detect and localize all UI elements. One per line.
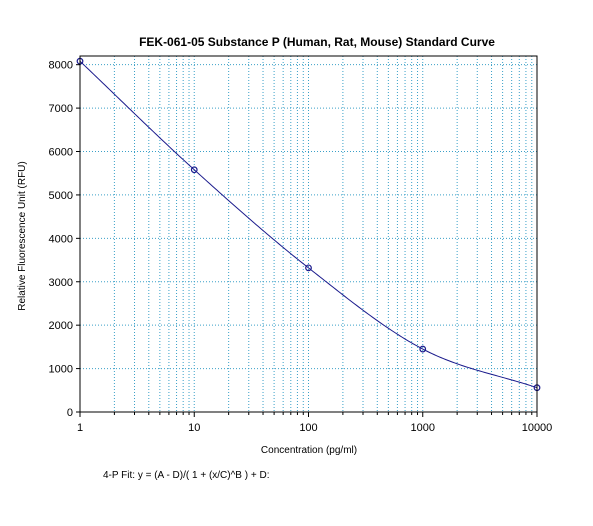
data-point bbox=[190, 166, 198, 174]
x-tick-label: 1000 bbox=[411, 422, 435, 434]
x-tick-label: 100 bbox=[299, 422, 317, 434]
y-tick-label: 3000 bbox=[49, 277, 73, 289]
x-tick-label: 1 bbox=[77, 422, 83, 434]
ticks: 1 10 100 1000 10000 0 1000 2000 3000 4000 5000 6000… bbox=[49, 60, 553, 434]
data-point bbox=[305, 264, 312, 272]
y-tick-label: 2000 bbox=[49, 320, 73, 332]
fit-equation: 4-P Fit: y = (A - D)/( 1 + (x/C)^B ) + D… bbox=[103, 470, 269, 481]
x-tick-label: 10000 bbox=[522, 422, 553, 434]
data-point bbox=[419, 345, 427, 353]
y-tick-label: 5000 bbox=[49, 190, 73, 202]
chart-title: FEK-061-05 Substance P (Human, Rat, Mous… bbox=[139, 35, 495, 49]
y-axis-label: Relative Fluorescence Unit (RFU) bbox=[17, 161, 28, 311]
y-tick-label: 8000 bbox=[49, 60, 73, 72]
y-tick-label: 1000 bbox=[49, 364, 73, 376]
y-tick-label: 7000 bbox=[49, 103, 73, 115]
y-tick-label: 0 bbox=[67, 407, 73, 419]
x-tick-label: 10 bbox=[188, 422, 200, 434]
grid bbox=[80, 56, 537, 412]
x-axis-label: Concentration (pg/ml) bbox=[261, 445, 357, 456]
y-tick-label: 4000 bbox=[49, 233, 73, 245]
y-tick-label: 6000 bbox=[49, 147, 73, 159]
fit-curve bbox=[79, 60, 538, 389]
